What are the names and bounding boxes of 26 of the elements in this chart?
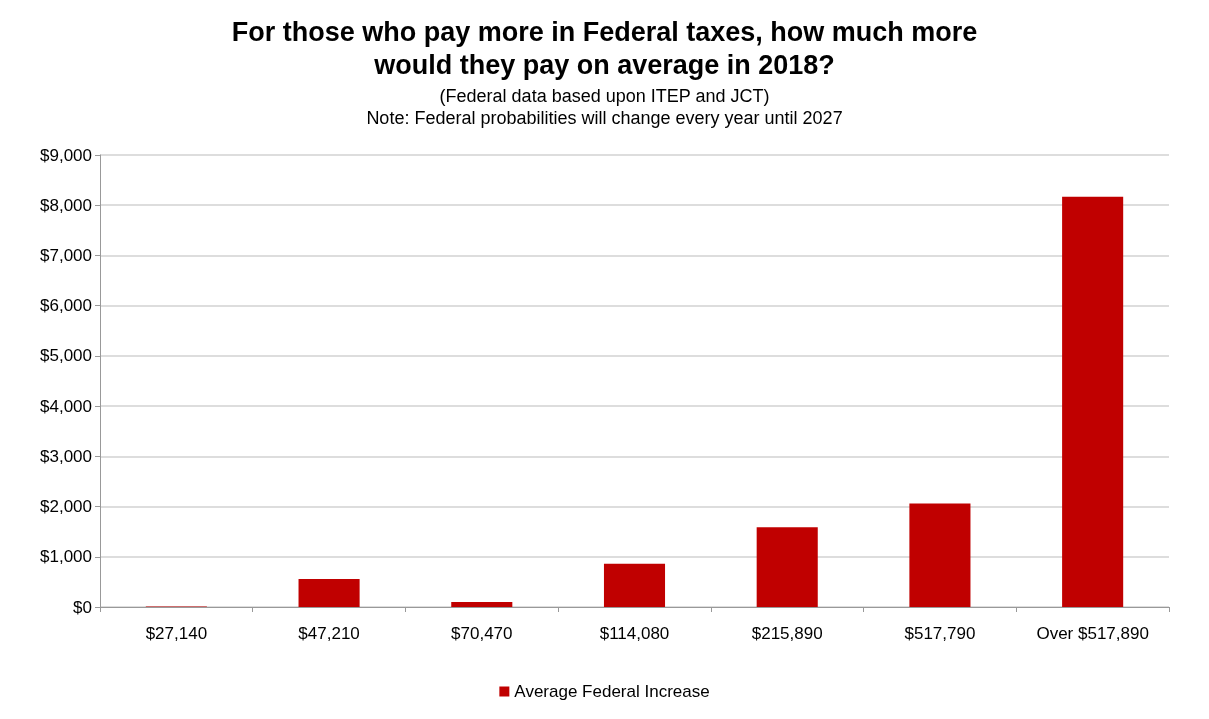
x-tick-label: $517,790: [904, 624, 976, 643]
y-tick-label: $6,000: [40, 296, 92, 316]
chart-subtitle: (Federal data based upon ITEP and JCT) Note: Federal probabilities will change every year until 2027: [366, 86, 843, 128]
x-tick-label: $215,890: [751, 624, 823, 643]
y-tick-label: $9,000: [40, 145, 92, 165]
y-tick-label: $5,000: [40, 346, 92, 366]
x-tick-label: $47,210: [298, 624, 360, 643]
x-tick-label: $114,080: [599, 624, 670, 643]
y-tick-label: $2,000: [40, 497, 92, 517]
y-tick-label: $3,000: [40, 446, 92, 466]
y-tick-label: $8,000: [40, 195, 92, 215]
y-tick-label: $0: [73, 597, 92, 617]
bar: [909, 503, 971, 607]
bar: [1062, 196, 1124, 607]
bar: [756, 527, 818, 607]
chart-title: For those who pay more in Federal taxes, how much more would they pay on average in 2018?: [231, 16, 978, 80]
x-tick-label: $27,140: [145, 624, 208, 643]
bar: [603, 563, 666, 607]
y-tick-label: $4,000: [40, 396, 92, 416]
legend-label: Average Federal Increase: [514, 682, 710, 701]
bar: [451, 601, 513, 607]
y-tick-label: $7,000: [40, 245, 92, 265]
x-tick-label: Over $517,890: [1036, 624, 1149, 643]
bar: [298, 578, 360, 607]
y-tick-label: $1,000: [40, 547, 92, 567]
x-tick-label: $70,470: [451, 624, 513, 643]
